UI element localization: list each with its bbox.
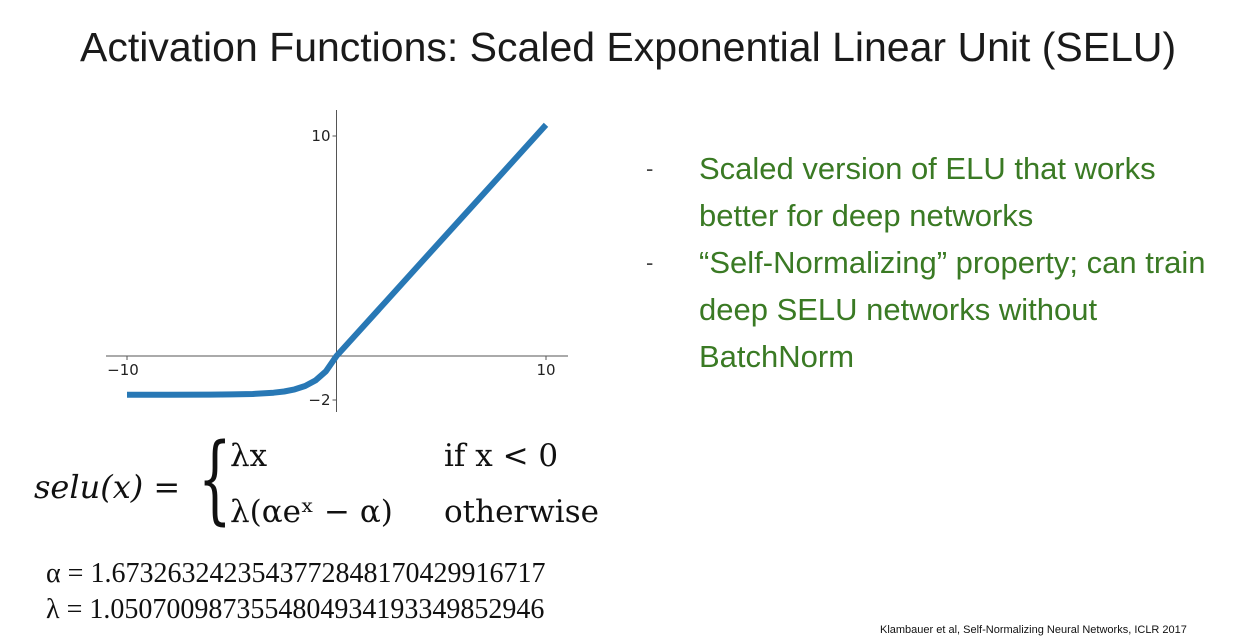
y-tick-label: −2 <box>308 391 330 409</box>
bullet-text: Scaled version of ELU that works better … <box>699 151 1156 233</box>
selu-formula: selu(x) = { λx if x < 0 λ(αeˣ − α) other… <box>30 424 630 542</box>
formula-case-1-expr: λx <box>230 438 268 474</box>
slide-title: Activation Functions: Scaled Exponential… <box>80 24 1177 70</box>
y-tick-label: 10 <box>311 127 330 145</box>
formula-lhs-text: selu(x) <box>34 468 144 506</box>
selu-constants: α = 1.6732632423543772848170429916717 λ … <box>46 556 545 628</box>
formula-equals: = <box>153 468 181 506</box>
x-tick-label: −10 <box>107 361 139 379</box>
lambda-constant: λ = 1.0507009873554804934193349852946 <box>46 594 545 625</box>
selu-curve-line <box>127 122 549 398</box>
bullet-marker: - <box>646 156 654 181</box>
alpha-constant: α = 1.6732632423543772848170429916717 <box>46 558 546 589</box>
formula-case-1-cond: if x < 0 <box>444 438 559 474</box>
bullet-text: “Self-Normalizing” property; can train d… <box>699 245 1206 374</box>
bullet-item: - Scaled version of ELU that works better… <box>640 145 1230 239</box>
x-tick-label: 10 <box>536 361 555 379</box>
bullet-item: - “Self-Normalizing” property; can train … <box>640 239 1230 380</box>
formula-brace: { <box>198 423 232 535</box>
formula-case-2-expr: λ(αeˣ − α) <box>230 494 393 530</box>
selu-plot: −10 10 10 −2 <box>106 110 568 412</box>
citation: Klambauer et al, Self-Normalizing Neural… <box>880 624 1187 636</box>
bullet-list: - Scaled version of ELU that works better… <box>640 145 1230 380</box>
formula-case-2-cond: otherwise <box>444 494 599 530</box>
bullet-marker: - <box>646 250 654 275</box>
formula-lhs: selu(x) = <box>34 468 180 506</box>
